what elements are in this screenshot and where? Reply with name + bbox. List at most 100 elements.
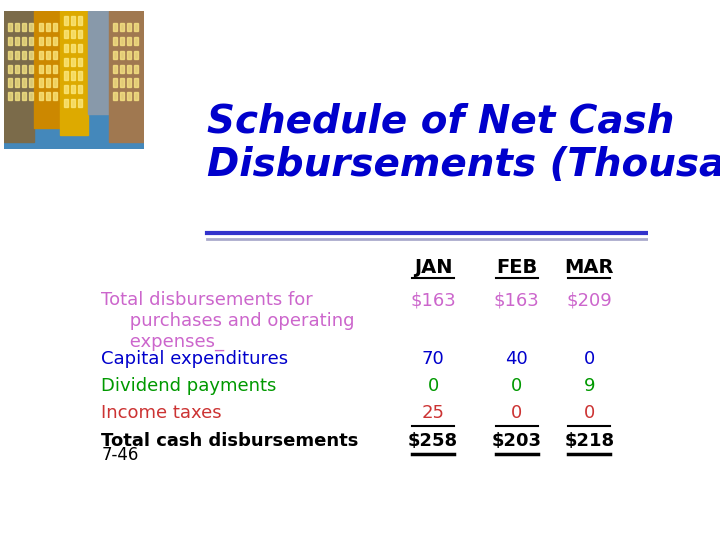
- Bar: [127, 23, 131, 31]
- Bar: [120, 37, 125, 45]
- Bar: [127, 37, 131, 45]
- Bar: [78, 58, 82, 66]
- Bar: [46, 64, 50, 73]
- Bar: [113, 64, 117, 73]
- Bar: [15, 37, 19, 45]
- Text: JAN: JAN: [414, 258, 452, 277]
- Bar: [8, 78, 12, 86]
- Text: 7-46: 7-46: [101, 446, 138, 464]
- Text: 0: 0: [584, 404, 595, 422]
- Bar: [78, 16, 82, 24]
- Bar: [22, 92, 26, 100]
- Bar: [71, 30, 75, 38]
- Bar: [29, 23, 33, 31]
- Bar: [39, 78, 43, 86]
- Bar: [15, 78, 19, 86]
- Bar: [53, 37, 57, 45]
- Text: 40: 40: [505, 349, 528, 368]
- Bar: [53, 51, 57, 59]
- Bar: [134, 92, 138, 100]
- Bar: [64, 85, 68, 93]
- Bar: [46, 37, 50, 45]
- Bar: [53, 92, 57, 100]
- Text: Schedule of Net Cash
Disbursements (Thousands): Schedule of Net Cash Disbursements (Thou…: [207, 102, 720, 184]
- Bar: [113, 23, 117, 31]
- Text: Total cash disbursements: Total cash disbursements: [101, 431, 359, 449]
- Text: 0: 0: [584, 349, 595, 368]
- Bar: [22, 23, 26, 31]
- Bar: [71, 99, 75, 107]
- Text: $209: $209: [567, 292, 612, 309]
- Bar: [4, 11, 35, 141]
- Bar: [53, 64, 57, 73]
- Bar: [88, 11, 109, 114]
- Bar: [39, 23, 43, 31]
- Bar: [8, 51, 12, 59]
- Text: MAR: MAR: [564, 258, 614, 277]
- Text: $218: $218: [564, 431, 614, 449]
- Bar: [29, 51, 33, 59]
- Bar: [127, 92, 131, 100]
- Text: Dividend payments: Dividend payments: [101, 377, 276, 395]
- Bar: [71, 71, 75, 79]
- Bar: [134, 78, 138, 86]
- Bar: [64, 99, 68, 107]
- Bar: [64, 58, 68, 66]
- Text: FEB: FEB: [496, 258, 538, 277]
- Bar: [71, 44, 75, 52]
- Bar: [8, 92, 12, 100]
- Bar: [22, 37, 26, 45]
- Bar: [120, 64, 125, 73]
- Bar: [29, 64, 33, 73]
- Bar: [113, 92, 117, 100]
- Bar: [39, 37, 43, 45]
- Text: $163: $163: [494, 292, 540, 309]
- Bar: [39, 51, 43, 59]
- Bar: [29, 92, 33, 100]
- Bar: [120, 92, 125, 100]
- Bar: [53, 23, 57, 31]
- Bar: [22, 78, 26, 86]
- Bar: [46, 78, 50, 86]
- Bar: [113, 37, 117, 45]
- Bar: [8, 37, 12, 45]
- Bar: [64, 30, 68, 38]
- Bar: [134, 64, 138, 73]
- Text: $258: $258: [408, 431, 458, 449]
- Bar: [29, 37, 33, 45]
- Text: 9: 9: [584, 377, 595, 395]
- Bar: [71, 16, 75, 24]
- Bar: [127, 64, 131, 73]
- Bar: [64, 71, 68, 79]
- Bar: [134, 51, 138, 59]
- Text: 0: 0: [428, 377, 438, 395]
- Bar: [71, 85, 75, 93]
- Bar: [29, 78, 33, 86]
- Text: 0: 0: [511, 404, 523, 422]
- Text: Income taxes: Income taxes: [101, 404, 222, 422]
- Bar: [35, 11, 60, 128]
- Bar: [46, 92, 50, 100]
- Bar: [109, 11, 144, 141]
- Bar: [113, 78, 117, 86]
- Bar: [22, 51, 26, 59]
- Bar: [120, 51, 125, 59]
- Text: $203: $203: [492, 431, 542, 449]
- Bar: [127, 78, 131, 86]
- Bar: [120, 23, 125, 31]
- Bar: [78, 99, 82, 107]
- Bar: [15, 23, 19, 31]
- Bar: [22, 64, 26, 73]
- Bar: [15, 92, 19, 100]
- Bar: [39, 64, 43, 73]
- Text: 25: 25: [422, 404, 445, 422]
- Bar: [64, 44, 68, 52]
- Text: Capital expenditures: Capital expenditures: [101, 349, 288, 368]
- Text: 70: 70: [422, 349, 444, 368]
- Bar: [78, 71, 82, 79]
- Bar: [78, 85, 82, 93]
- Bar: [113, 51, 117, 59]
- Bar: [134, 23, 138, 31]
- Text: $163: $163: [410, 292, 456, 309]
- Bar: [71, 58, 75, 66]
